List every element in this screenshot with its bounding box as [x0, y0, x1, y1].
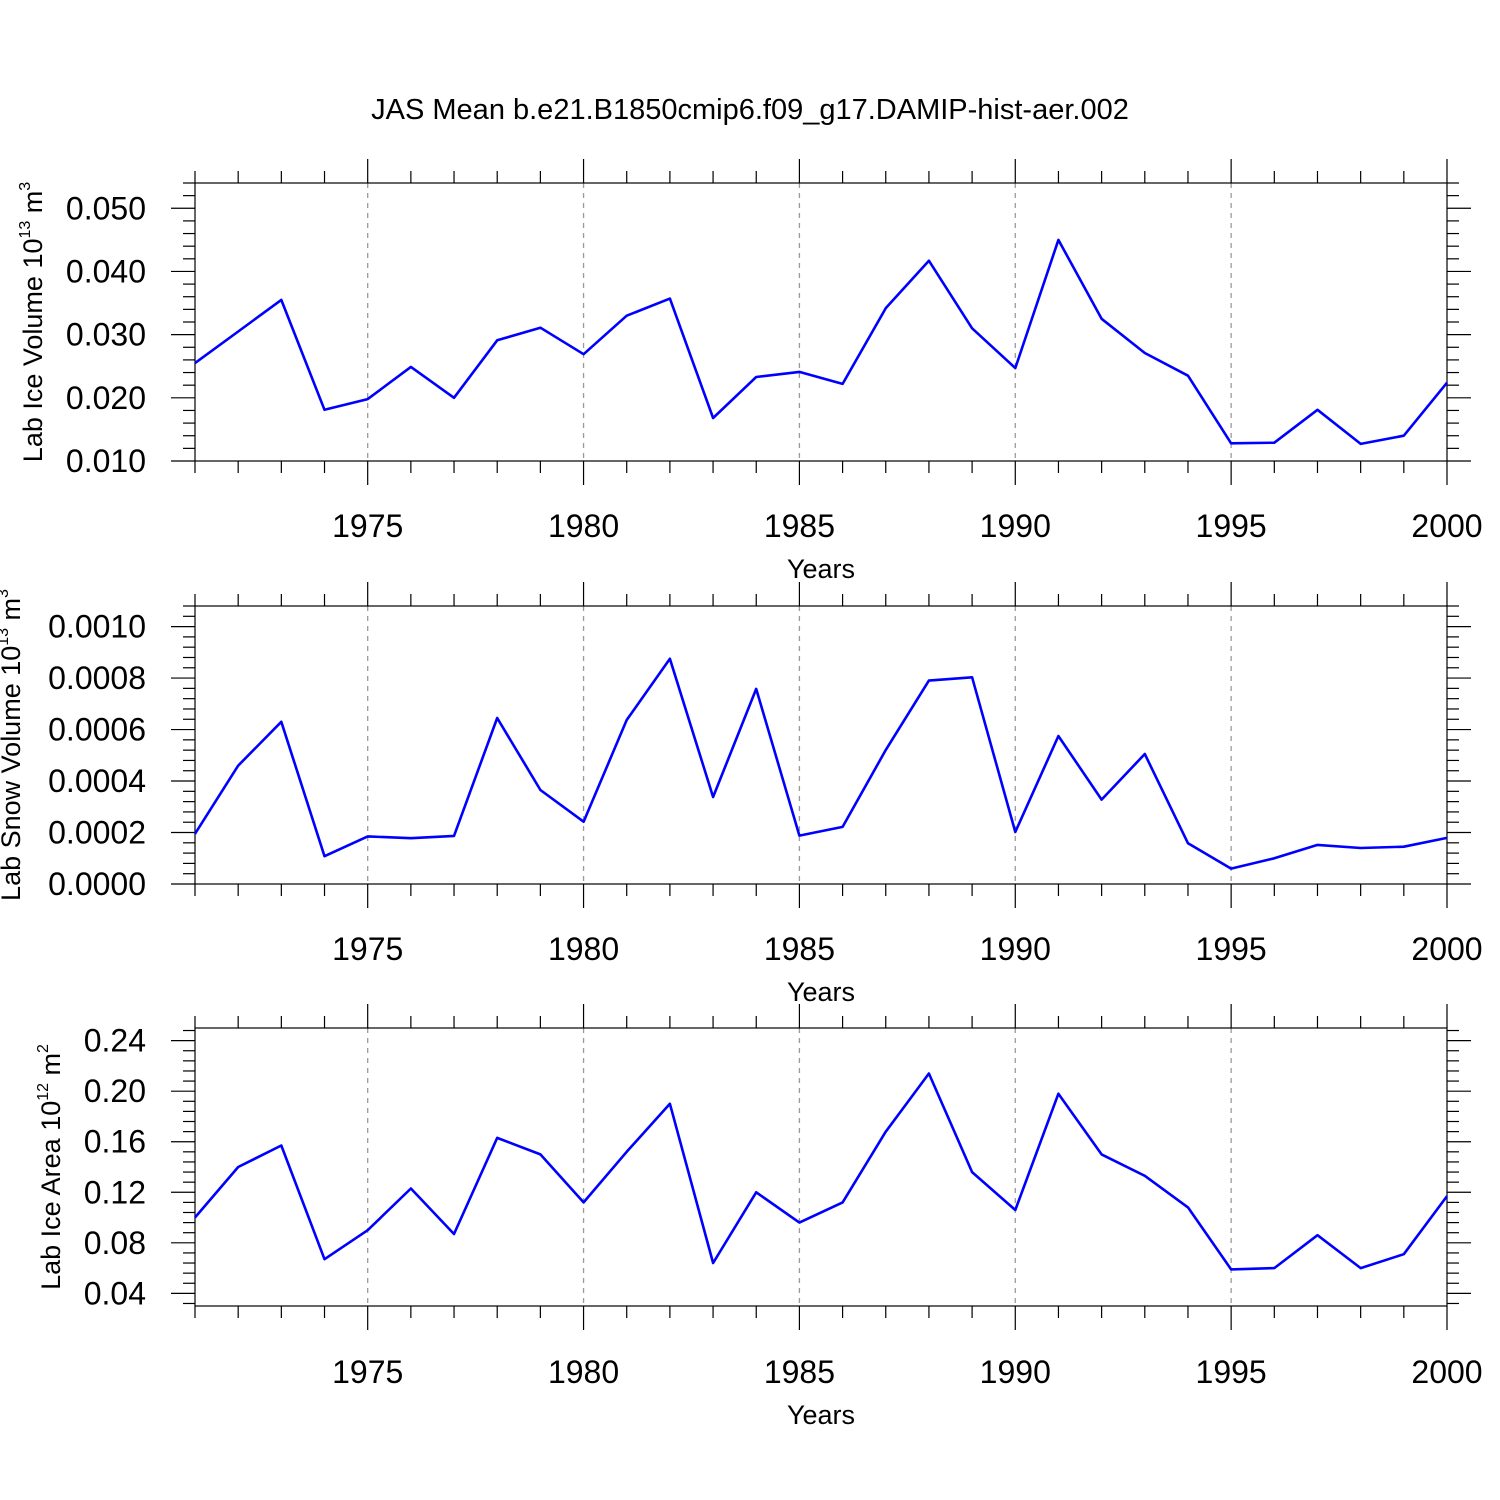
plot-frame: [194, 182, 1448, 462]
y-tick-label: 0.20: [84, 1073, 146, 1109]
series-line: [193, 657, 1448, 870]
x-tick-label: 1980: [548, 1354, 619, 1390]
x-tick-label: 1990: [980, 931, 1051, 967]
x-tick-label: 1975: [332, 931, 403, 967]
x-tick-label: 1975: [332, 508, 403, 544]
x-tick-label: 1985: [764, 931, 835, 967]
y-tick-label: 0.12: [84, 1174, 146, 1210]
x-axis-title: Years: [787, 977, 855, 1007]
y-tick-label: 0.050: [66, 190, 146, 226]
figure-title: JAS Mean b.e21.B1850cmip6.f09_g17.DAMIP-…: [371, 94, 1129, 126]
y-tick-label: 0.030: [66, 317, 146, 353]
x-tick-label: 1985: [764, 508, 835, 544]
x-tick-label: 1990: [980, 508, 1051, 544]
x-tick-label: 1990: [980, 1354, 1051, 1390]
y-tick-label: 0.0004: [48, 763, 146, 799]
x-tick-label: 1975: [332, 1354, 403, 1390]
y-tick-label: 0.24: [84, 1023, 146, 1059]
x-tick-label: 1995: [1196, 508, 1267, 544]
y-tick-label: 0.040: [66, 253, 146, 289]
y-tick-label: 0.010: [66, 443, 146, 479]
y-tick-label: 0.0002: [48, 815, 146, 851]
series-line: [194, 1072, 1449, 1271]
plot-frame: [194, 605, 1448, 885]
x-tick-label: 2000: [1411, 508, 1482, 544]
y-tick-label: 0.0010: [48, 609, 146, 645]
panel-2: 1975 1980 1985 1990 1995 2000 0.0000 0.0002 0.00…: [0, 582, 1483, 1007]
y-axis-title: Lab Ice Volume 1013 m3: [17, 182, 48, 462]
y-tick-label: 0.04: [84, 1275, 146, 1311]
y-tick-label: 0.020: [66, 380, 146, 416]
y-tick-label: 0.16: [84, 1124, 146, 1160]
plot-frame: [194, 1027, 1448, 1307]
x-tick-label: 2000: [1411, 1354, 1482, 1390]
x-tick-label: 1985: [764, 1354, 835, 1390]
y-tick-label: 0.0000: [48, 866, 146, 902]
y-axis-title: Lab Snow Volume 1013 m3: [0, 589, 26, 901]
panels: 1975 1980 1985 1990 1995 2000 0.010 0.020 0.030 0…: [0, 159, 1483, 1430]
panel-3: 1975 1980 1985 1990 1995 2000 0.04 0.08 0.12 0.16…: [35, 1004, 1483, 1430]
x-tick-label: 1980: [548, 508, 619, 544]
x-tick-label: 1995: [1196, 931, 1267, 967]
x-tick-label: 1980: [548, 931, 619, 967]
x-axis-title: Years: [787, 1400, 855, 1430]
panel-1: 1975 1980 1985 1990 1995 2000 0.010 0.020 0.030 0…: [17, 159, 1483, 584]
x-axis-title: Years: [787, 554, 855, 584]
y-tick-label: 0.0008: [48, 660, 146, 696]
series-line: [194, 238, 1449, 446]
y-tick-label: 0.08: [84, 1225, 146, 1261]
y-axis-title: Lab Ice Area 1012 m2: [35, 1044, 66, 1290]
x-tick-label: 1995: [1196, 1354, 1267, 1390]
y-tick-label: 0.0006: [48, 712, 146, 748]
x-tick-label: 2000: [1411, 931, 1482, 967]
